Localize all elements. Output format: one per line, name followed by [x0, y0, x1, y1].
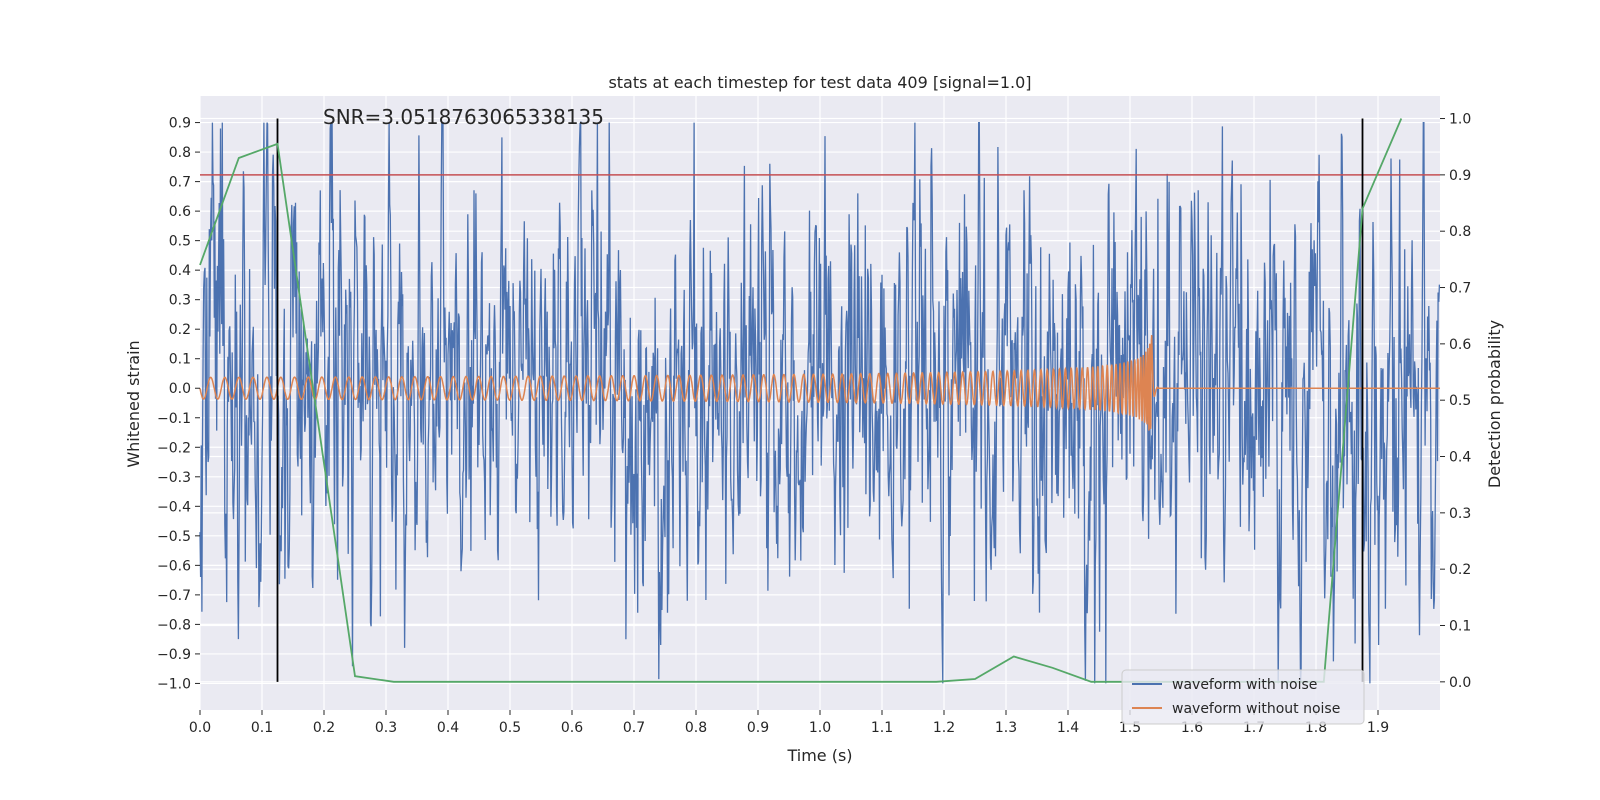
x-axis-label: Time (s): [786, 746, 852, 765]
yl-tick-label-19: −1.0: [157, 676, 191, 692]
yl-tick-label-15: −0.6: [157, 558, 191, 574]
series-waveform-with-noise: [199, 120, 1441, 684]
legend: waveform with noise waveform without noi…: [1121, 669, 1365, 725]
legend-label-noise: waveform with noise: [1172, 677, 1317, 693]
x-tick-label-7: 0.7: [623, 720, 645, 736]
yr-tick-label-3: 0.7: [1449, 281, 1471, 297]
x-tick-label-10: 1.0: [809, 720, 831, 736]
yl-tick-label-14: −0.5: [157, 529, 191, 545]
y-axis-right-label: Detection probability: [1485, 320, 1504, 488]
yr-tick-label-0: 1.0: [1449, 112, 1471, 128]
y-axis-left-ticks: 0.9 0.8 0.7 0.6 0.5 0.4 0.3 0.2 0.1 0.0 −0.1 −0.2 −0…: [157, 116, 200, 692]
yl-tick-label-1: 0.8: [169, 145, 191, 161]
x-tick-label-0: 0.0: [189, 720, 211, 736]
chart-title: stats at each timestep for test data 409…: [608, 73, 1031, 92]
yr-tick-label-1: 0.9: [1449, 168, 1471, 184]
waveform-without-noise-line: [199, 335, 1440, 431]
legend-label-clean: waveform without noise: [1172, 701, 1340, 717]
yl-tick-label-4: 0.5: [169, 234, 191, 250]
legend-box: [1121, 669, 1365, 725]
yl-tick-label-3: 0.6: [169, 204, 191, 220]
x-tick-label-2: 0.2: [313, 720, 335, 736]
x-tick-label-5: 0.5: [499, 720, 521, 736]
x-tick-label-11: 1.1: [871, 720, 893, 736]
yl-tick-label-10: −0.1: [157, 411, 191, 427]
yl-tick-label-18: −0.9: [157, 647, 191, 663]
yr-tick-label-6: 0.4: [1449, 450, 1471, 466]
yl-tick-label-13: −0.4: [157, 499, 191, 515]
x-tick-label-3: 0.3: [375, 720, 397, 736]
yr-tick-label-4: 0.6: [1449, 337, 1471, 353]
yr-tick-label-2: 0.8: [1449, 224, 1471, 240]
x-tick-label-8: 0.8: [685, 720, 707, 736]
y-axis-right-ticks: 1.0 0.9 0.8 0.7 0.6 0.5 0.4 0.3 0.2 0.1 0.0: [1440, 112, 1471, 691]
yr-tick-label-5: 0.5: [1449, 393, 1471, 409]
yl-tick-label-17: −0.8: [157, 617, 191, 633]
yl-tick-label-2: 0.7: [169, 175, 191, 191]
yl-tick-label-11: −0.2: [157, 440, 191, 456]
snr-annotation: SNR=3.0518763065338135: [323, 105, 604, 129]
yr-tick-label-8: 0.2: [1449, 562, 1471, 578]
yl-tick-label-16: −0.7: [157, 588, 191, 604]
x-tick-label-14: 1.4: [1057, 720, 1079, 736]
x-tick-label-6: 0.6: [561, 720, 583, 736]
yl-tick-label-5: 0.4: [169, 263, 191, 279]
yl-tick-label-0: 0.9: [169, 116, 191, 132]
yl-tick-label-7: 0.2: [169, 322, 191, 338]
yr-tick-label-7: 0.3: [1449, 506, 1471, 522]
x-tick-label-19: 1.9: [1367, 720, 1389, 736]
yr-tick-label-9: 0.1: [1449, 619, 1471, 635]
yl-tick-label-6: 0.3: [169, 293, 191, 309]
yl-tick-label-9: 0.0: [169, 381, 191, 397]
yl-tick-label-12: −0.3: [157, 470, 191, 486]
x-tick-label-12: 1.2: [933, 720, 955, 736]
x-tick-label-9: 0.9: [747, 720, 769, 736]
yr-tick-label-10: 0.0: [1449, 675, 1471, 691]
waveform-with-noise-line: [199, 120, 1441, 684]
x-tick-label-13: 1.3: [995, 720, 1017, 736]
x-tick-label-1: 0.1: [251, 720, 273, 736]
x-tick-label-4: 0.4: [437, 720, 459, 736]
yl-tick-label-8: 0.1: [169, 352, 191, 368]
series-waveform-without-noise: [199, 335, 1440, 431]
y-axis-left-label: Whitened strain: [124, 340, 143, 467]
